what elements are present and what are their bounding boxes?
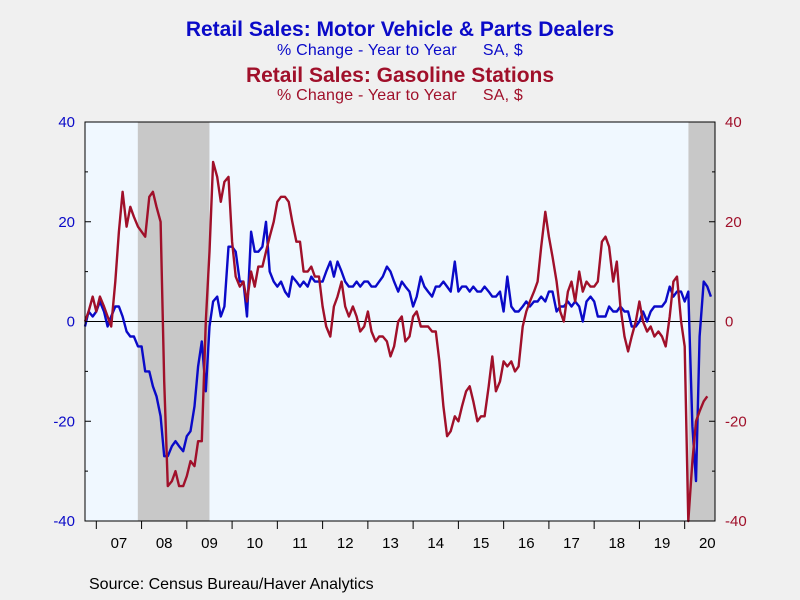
x-tick-label-13: 13 [382, 535, 399, 552]
x-tick-label-20: 20 [699, 535, 716, 552]
y-tick-label-left-2: 0 [67, 314, 75, 331]
y-tick-label-right-2: 0 [725, 314, 733, 331]
x-tick-label-17: 17 [563, 535, 580, 552]
x-tick-label-07: 07 [111, 535, 128, 552]
subtitle-motor-units: SA, $ [482, 42, 523, 59]
x-tick-label-19: 19 [654, 535, 671, 552]
x-tick-label-10: 10 [246, 535, 263, 552]
y-tick-label-right-3: -20 [725, 413, 747, 430]
x-tick-label-14: 14 [427, 535, 444, 552]
x-tick-label-09: 09 [201, 535, 218, 552]
y-tick-label-right-1: 20 [725, 214, 742, 231]
y-tick-label-right-4: -40 [725, 513, 747, 530]
x-tick-label-08: 08 [156, 535, 173, 552]
source-note: Source: Census Bureau/Haver Analytics [89, 576, 374, 593]
subtitle-gas-units: SA, $ [482, 87, 523, 104]
x-tick-label-11: 11 [292, 535, 308, 552]
y-tick-label-right-0: 40 [725, 114, 742, 131]
x-tick-label-16: 16 [518, 535, 535, 552]
x-tick-label-15: 15 [473, 535, 490, 552]
chart-title-gas: Retail Sales: Gasoline Stations [245, 64, 555, 87]
chart-title-motor: Retail Sales: Motor Vehicle & Parts Deal… [185, 18, 615, 41]
subtitle-motor-text: % Change - Year to Year [277, 42, 457, 59]
y-tick-label-left-1: 20 [58, 214, 75, 231]
x-tick-label-12: 12 [337, 535, 354, 552]
y-tick-label-left-0: 40 [58, 114, 75, 131]
x-tick-label-18: 18 [608, 535, 625, 552]
series-line-motor [83, 220, 713, 483]
subtitle-gas-text: % Change - Year to Year [277, 87, 457, 104]
chart-subtitle-gas: % Change - Year to Year SA, $ [0, 87, 800, 104]
chart-subtitle-motor: % Change - Year to Year SA, $ [0, 42, 800, 59]
series-line-gas [83, 160, 709, 523]
y-tick-label-left-4: -40 [53, 513, 75, 530]
y-tick-label-left-3: -20 [53, 413, 75, 430]
